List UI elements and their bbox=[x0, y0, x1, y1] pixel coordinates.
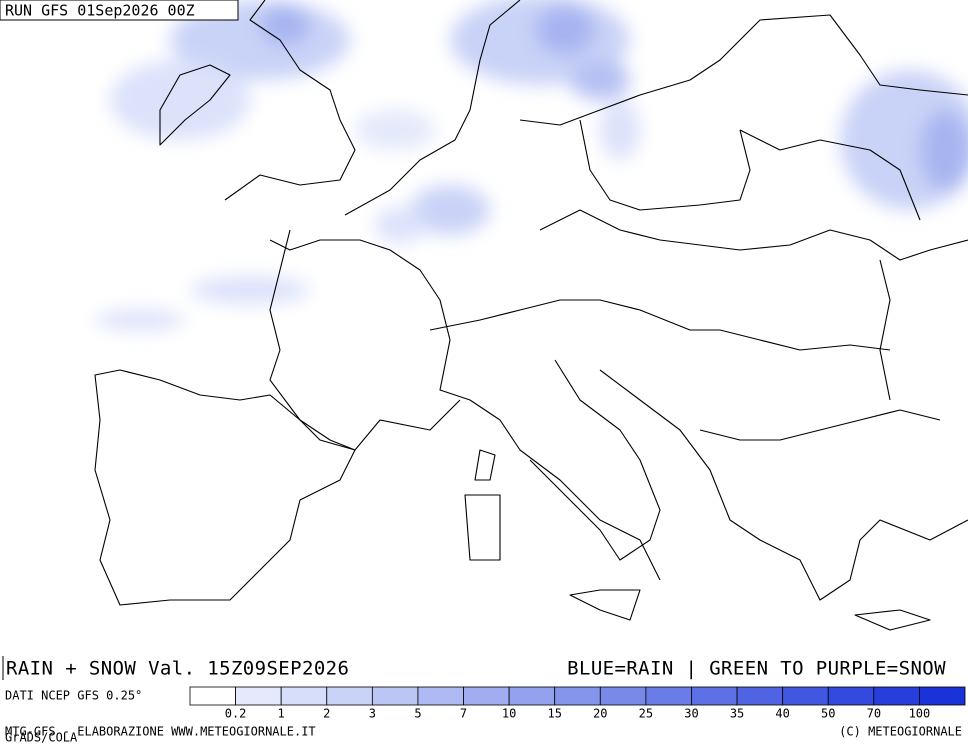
scale-label: 100 bbox=[909, 707, 931, 721]
color-swatch bbox=[782, 686, 829, 706]
color-swatch bbox=[326, 686, 373, 706]
color-swatch bbox=[417, 686, 464, 706]
scale-label: 5 bbox=[414, 707, 421, 721]
scale-label: 20 bbox=[593, 707, 607, 721]
color-swatch bbox=[736, 686, 784, 706]
colorbar: 0.2 1 2 3 5 7 10 15 20 25 30 35 40 50 70 100 bbox=[189, 686, 966, 721]
copyright: (C) METEOGIORNALE bbox=[839, 725, 962, 739]
scale-label: 2 bbox=[323, 707, 330, 721]
color-swatch bbox=[371, 686, 419, 706]
color-swatch bbox=[235, 686, 282, 706]
color-swatch bbox=[463, 686, 510, 706]
scale-label: 3 bbox=[369, 707, 376, 721]
color-swatch bbox=[554, 686, 601, 706]
credit: MTG-GFS - ELABORAZIONE WWW.METEOGIORNALE… bbox=[5, 725, 316, 739]
scale-label: 15 bbox=[547, 707, 561, 721]
scale-label: 50 bbox=[821, 707, 835, 721]
coastlines bbox=[94, 0, 968, 631]
color-swatch bbox=[508, 686, 556, 706]
color-swatch bbox=[919, 686, 966, 706]
color-swatch bbox=[280, 686, 328, 706]
color-key-note: BLUE=RAIN | GREEN TO PURPLE=SNOW bbox=[567, 658, 946, 680]
color-swatch bbox=[873, 686, 920, 706]
scale-label: 10 bbox=[502, 707, 516, 721]
software-credit: GrADS/COLA bbox=[5, 731, 78, 745]
color-swatch bbox=[645, 686, 692, 706]
precipitation-field bbox=[95, 0, 968, 330]
scale-label: 7 bbox=[460, 707, 467, 721]
map-title: RAIN + SNOW Val. 15Z09SEP2026 bbox=[6, 658, 349, 680]
scale-label: 1 bbox=[278, 707, 285, 721]
scale-label: 0.2 bbox=[225, 707, 247, 721]
color-swatch bbox=[827, 686, 875, 706]
color-swatch bbox=[691, 686, 738, 706]
color-swatch bbox=[189, 686, 236, 706]
scale-label: 40 bbox=[775, 707, 789, 721]
color-swatch bbox=[599, 686, 647, 706]
scale-label: 25 bbox=[639, 707, 653, 721]
run-label: RUN GFS 01Sep2026 00Z bbox=[5, 2, 195, 20]
scale-label: 70 bbox=[867, 707, 881, 721]
data-source: DATI NCEP GFS 0.25° bbox=[5, 689, 142, 703]
scale-label: 30 bbox=[684, 707, 698, 721]
scale-label: 35 bbox=[730, 707, 744, 721]
run-label-box bbox=[0, 0, 239, 21]
